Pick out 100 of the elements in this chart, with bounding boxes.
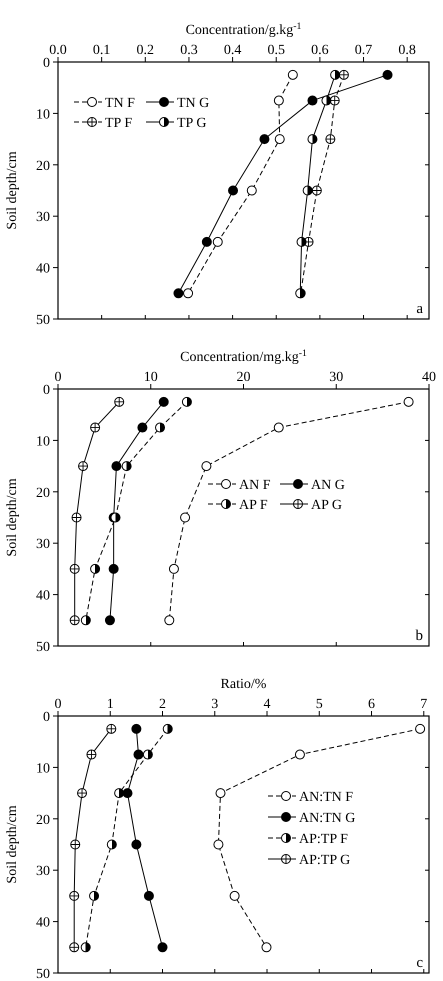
point	[288, 70, 298, 80]
legend-label: AP G	[311, 498, 342, 513]
x-tick-label: 0.2	[136, 43, 154, 58]
y-tick-label: 50	[36, 640, 50, 655]
x-axis-title: Concentration/g.kg$^{-1}$	[186, 20, 302, 38]
x-tick-label: 0.5	[267, 43, 285, 58]
x-tick-label: 3	[211, 697, 218, 712]
point	[274, 422, 284, 433]
point	[155, 422, 166, 433]
point	[106, 840, 117, 850]
x-tick-label: 0.3	[180, 43, 198, 58]
point	[415, 724, 426, 734]
point	[212, 236, 223, 247]
x-tick-label: 30	[329, 370, 344, 385]
x-tick-label: 0.6	[311, 43, 329, 58]
x-tick-label: 40	[422, 370, 436, 385]
point	[302, 186, 313, 196]
y-tick-label: 0	[43, 710, 50, 725]
y-axis-title: Soil depth/cm	[5, 478, 20, 557]
y-tick-label: 20	[36, 812, 50, 828]
point	[274, 134, 285, 144]
point	[230, 890, 240, 901]
point	[133, 750, 144, 760]
point	[80, 615, 91, 626]
x-tick-label: 0	[54, 697, 62, 712]
point	[158, 942, 168, 952]
y-axis-title: Soil depth/cm	[5, 805, 20, 884]
point	[216, 788, 226, 798]
legend-label: AP:TP F	[299, 832, 348, 847]
point	[164, 615, 174, 626]
legend-label: AP:TP G	[299, 853, 350, 868]
legend-label: AN G	[311, 478, 345, 493]
legend-label: AN:TN G	[299, 811, 356, 826]
y-tick-label: 30	[36, 537, 50, 552]
legend-label: TN G	[177, 96, 210, 111]
legend-label: AN F	[239, 478, 271, 493]
point	[162, 724, 173, 734]
point	[259, 134, 270, 144]
x-tick-label: 6	[368, 697, 376, 712]
point	[131, 724, 142, 734]
y-axis-title: Soil depth/cm	[5, 151, 20, 230]
point	[321, 96, 332, 106]
point	[382, 70, 393, 80]
point	[296, 236, 307, 247]
y-tick-label: 50	[36, 967, 50, 981]
point	[213, 840, 224, 850]
y-tick-label: 40	[36, 262, 50, 277]
x-tick-label: 20	[236, 370, 250, 385]
point	[404, 396, 414, 407]
y-tick-label: 10	[36, 107, 50, 122]
point	[142, 750, 153, 760]
x-tick-label: 0.0	[49, 43, 67, 58]
point	[183, 288, 194, 298]
point	[307, 134, 318, 144]
legend-label: TP G	[177, 116, 206, 131]
point	[330, 70, 340, 80]
point	[173, 288, 184, 298]
annotation: a	[416, 301, 424, 317]
point	[108, 564, 119, 574]
legend-label: TP F	[105, 116, 132, 131]
x-tick-label: 0.8	[398, 43, 416, 58]
x-tick-label: 10	[144, 370, 158, 385]
y-tick-label: 20	[36, 486, 50, 501]
y-tick-label: 30	[36, 210, 50, 226]
x-tick-label: 1	[106, 697, 114, 712]
x-axis-title: Ratio/%	[220, 677, 267, 692]
point	[261, 942, 272, 952]
point	[90, 564, 100, 574]
point	[111, 461, 122, 472]
y-tick-label: 10	[36, 434, 50, 450]
point	[202, 236, 212, 247]
legend-label: AP F	[239, 498, 268, 513]
x-tick-label: 5	[316, 697, 323, 712]
point	[201, 461, 212, 472]
point	[144, 890, 154, 901]
point	[158, 396, 169, 407]
point	[122, 788, 132, 798]
y-tick-label: 30	[36, 864, 50, 880]
legend-label: AN:TN F	[299, 790, 354, 805]
point	[180, 512, 190, 522]
point	[307, 96, 318, 106]
x-tick-label: 0.7	[354, 43, 372, 58]
point	[104, 615, 115, 626]
annotation: b	[416, 628, 423, 644]
annotation: c	[416, 955, 424, 971]
point	[182, 396, 192, 407]
x-axis-title: Concentration/mg.kg$^{-1}$	[180, 348, 307, 365]
point	[80, 942, 91, 952]
y-tick-label: 0	[43, 56, 50, 71]
y-tick-label: 20	[36, 158, 50, 174]
y-tick-label: 40	[36, 916, 50, 931]
point	[274, 96, 284, 106]
point	[137, 422, 148, 433]
x-tick-label: 0.1	[92, 43, 110, 58]
x-tick-label: 0.4	[224, 43, 242, 58]
point	[246, 186, 257, 196]
point	[114, 788, 124, 798]
x-tick-label: 0	[54, 370, 62, 385]
x-tick-label: 2	[159, 697, 166, 712]
y-tick-label: 40	[36, 588, 50, 604]
